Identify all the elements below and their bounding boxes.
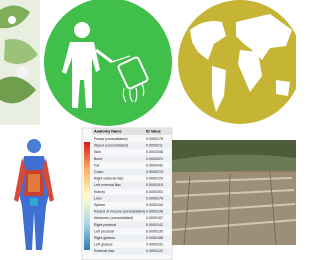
- row-name: Right external iliac: [94, 177, 124, 181]
- anatomy-figure: [0, 128, 80, 260]
- table-header: ID Value: [146, 130, 161, 134]
- waste-icon: [44, 0, 172, 126]
- row-value: 0.0000122: [146, 249, 163, 253]
- row-value: 0.0000178: [146, 137, 163, 141]
- row-value: 0.0000191: [146, 243, 163, 247]
- row-name: Fat: [94, 163, 99, 167]
- row-value: 0.0000213: [146, 170, 163, 174]
- globe-icon: [178, 0, 296, 124]
- row-name: Left pectoral: [94, 229, 114, 233]
- anatomy-table: Anatomy Name ID Value Psoas (consolidate…: [82, 128, 172, 260]
- row-name: Liver: [94, 196, 103, 200]
- plant-photo: [0, 0, 40, 125]
- field-photo: [172, 140, 296, 245]
- row-value: 0.0000154: [146, 203, 163, 207]
- row-value: 0.0000301: [146, 190, 163, 194]
- row-name: Skin: [94, 150, 101, 154]
- row-value: 0.0000139: [146, 229, 163, 233]
- row-name: Kidney: [94, 190, 105, 194]
- row-value: 0.0000211: [146, 144, 163, 148]
- row-value: 0.0002346: [146, 150, 163, 154]
- row-name: Psoas (consolidated): [94, 137, 128, 141]
- table-header: Anatomy Name: [94, 130, 122, 134]
- row-value: 0.0000167: [146, 216, 163, 220]
- row-value: 0.0000142: [146, 223, 163, 227]
- row-name: Iliacus (consolidated): [94, 144, 128, 148]
- collage: Anatomy Name ID Value Psoas (consolidate…: [0, 0, 296, 260]
- row-value: 0.0000276: [146, 196, 163, 200]
- row-name: Right gluteus: [94, 236, 115, 240]
- row-name: Rectus of muscle (consolidated): [94, 210, 145, 214]
- row-name: Right pectoral: [94, 223, 116, 227]
- row-name: Left gluteus: [94, 243, 113, 247]
- row-value: 0.0000432: [146, 163, 163, 167]
- row-name: Spleen: [94, 203, 105, 207]
- row-value: 0.0000118: [146, 183, 163, 187]
- row-name: Abdomen (consolidated): [94, 216, 133, 220]
- row-name: Colon: [94, 170, 103, 174]
- row-value: 0.0000198: [146, 210, 163, 214]
- row-value: 0.0000125: [146, 177, 163, 181]
- color-bar: [84, 142, 90, 250]
- row-name: External iliac: [94, 249, 115, 253]
- row-value: 0.0000521: [146, 157, 163, 161]
- row-value: 0.0000188: [146, 236, 163, 240]
- row-name: Left external iliac: [94, 183, 121, 187]
- row-name: Bone: [94, 157, 102, 161]
